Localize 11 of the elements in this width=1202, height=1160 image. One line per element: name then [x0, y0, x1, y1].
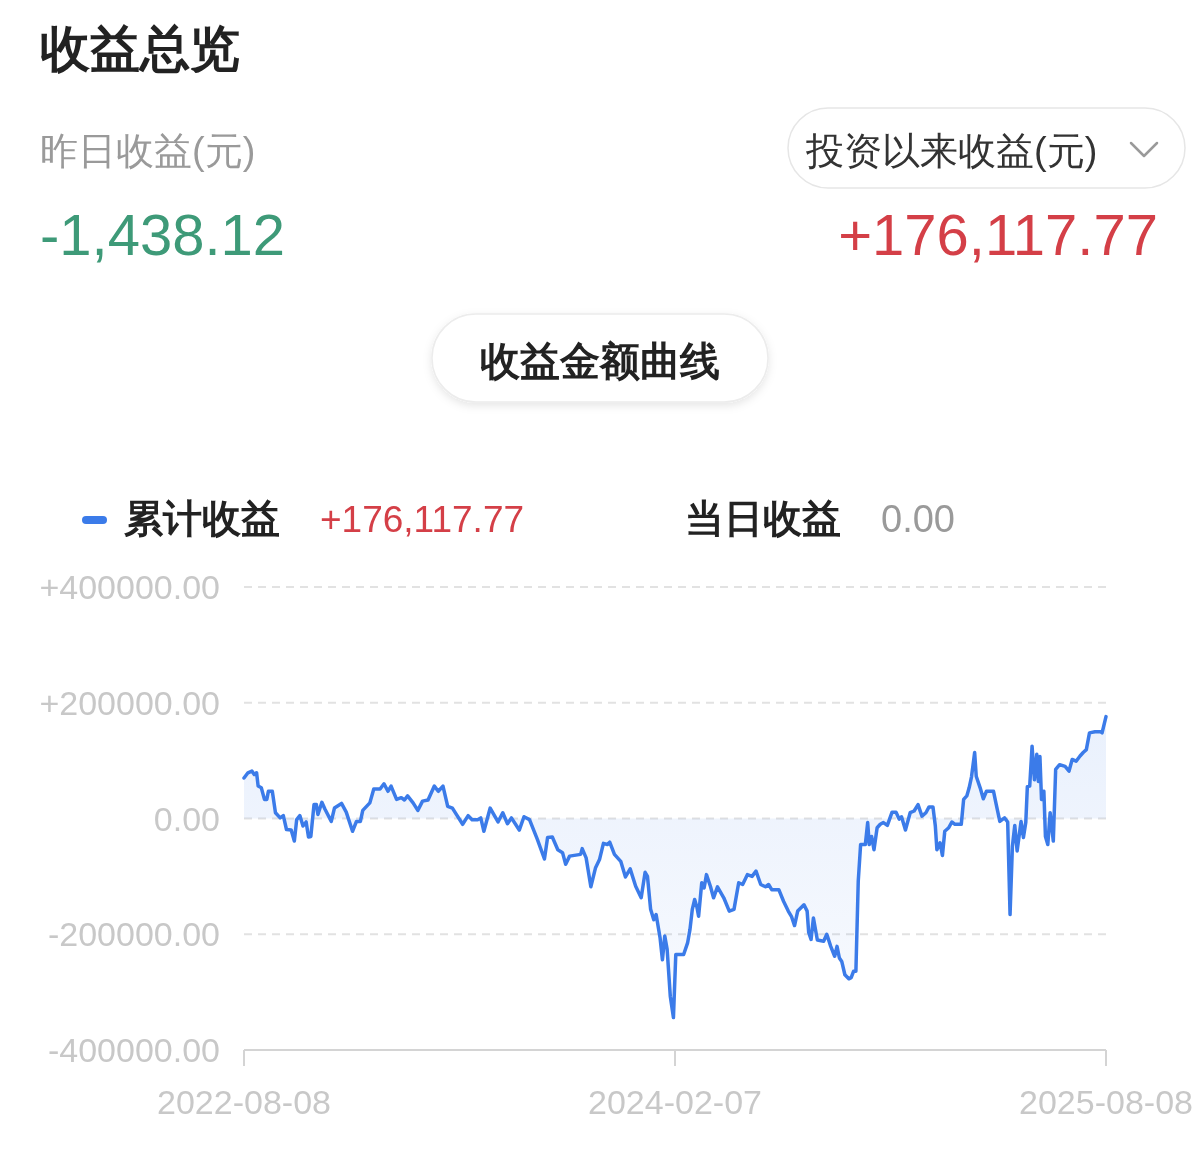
- title: 收益总览: [40, 21, 240, 77]
- value-total: +176,117.77: [838, 202, 1158, 267]
- value-yesterday: -1,438.12: [40, 202, 286, 267]
- legend-label: 累计收益: [124, 497, 280, 540]
- label-yesterday: 昨日收益(元): [40, 130, 256, 172]
- dropdown-label: 投资以来收益(元): [806, 130, 1098, 172]
- chart-subtitle: 收益金额曲线: [480, 339, 720, 383]
- button-chart-mode: 收益金额曲线: [431, 313, 769, 403]
- daily-label: 当日收益: [685, 497, 841, 540]
- daily-value: 0.00: [881, 498, 955, 540]
- legend-value: +176,117.77: [320, 499, 525, 540]
